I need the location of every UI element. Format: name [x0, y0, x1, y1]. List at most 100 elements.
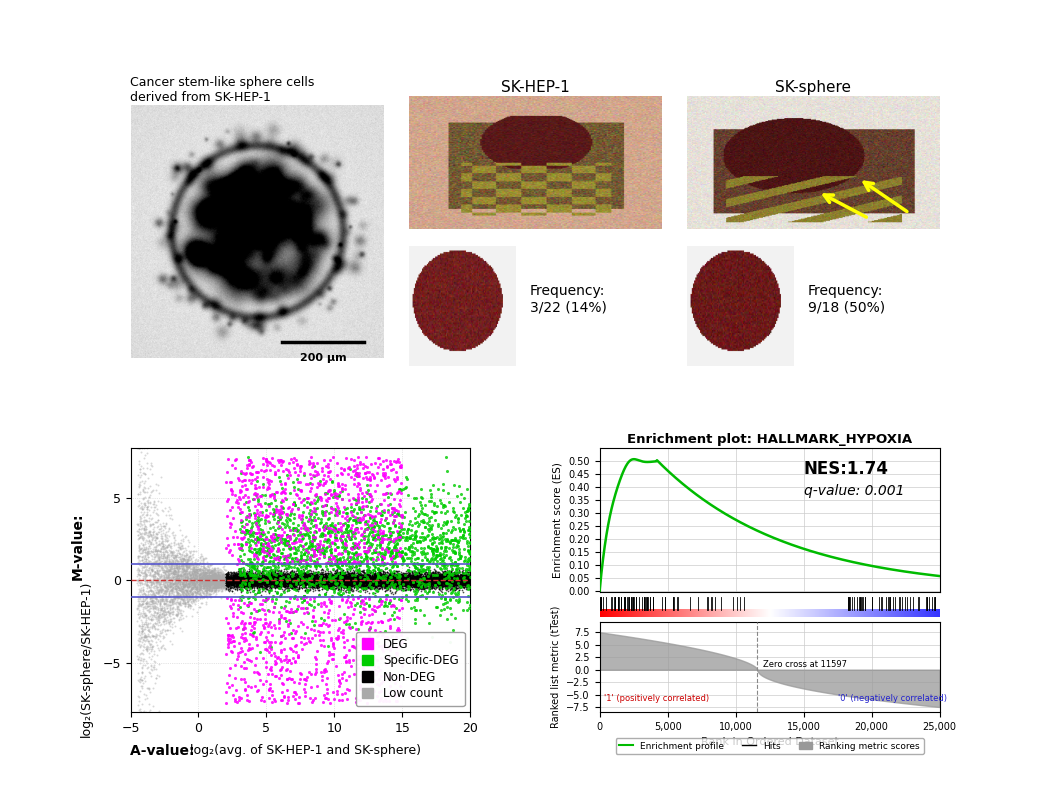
Point: [334, 566, 351, 578]
Point: [397, 574, 413, 586]
Point: [330, 569, 347, 582]
Point: [137, 609, 153, 622]
Point: [268, 506, 285, 518]
Point: [364, 579, 381, 592]
Point: [207, 573, 223, 586]
Point: [280, 572, 296, 585]
Point: [233, 554, 250, 566]
Point: [345, 640, 361, 653]
Point: [421, 570, 437, 583]
Point: [144, 594, 161, 607]
Point: [228, 577, 244, 590]
Point: [295, 522, 312, 534]
Point: [405, 574, 422, 586]
Point: [389, 572, 406, 585]
Point: [239, 570, 256, 582]
Point: [281, 574, 298, 587]
Point: [168, 570, 185, 582]
Point: [303, 508, 319, 521]
Point: [277, 578, 293, 590]
Point: [351, 570, 367, 583]
Point: [241, 582, 258, 594]
Point: [147, 574, 164, 587]
Point: [313, 666, 330, 678]
Point: [227, 577, 243, 590]
Point: [150, 509, 167, 522]
Point: [396, 572, 412, 585]
Point: [333, 573, 350, 586]
Point: [301, 584, 317, 597]
Point: [405, 568, 422, 581]
Point: [420, 564, 436, 577]
Point: [292, 591, 309, 604]
Point: [143, 579, 160, 592]
Point: [268, 578, 285, 590]
Point: [214, 573, 231, 586]
Point: [333, 528, 350, 541]
Point: [307, 465, 324, 478]
Point: [427, 573, 444, 586]
Point: [170, 566, 187, 579]
Point: [280, 558, 296, 571]
Point: [286, 575, 303, 588]
Point: [341, 531, 358, 544]
Point: [134, 594, 150, 607]
Point: [239, 575, 256, 588]
Point: [388, 577, 405, 590]
Point: [145, 654, 162, 667]
Point: [408, 579, 425, 592]
Point: [352, 570, 369, 582]
Point: [395, 576, 411, 589]
Point: [385, 600, 402, 613]
Point: [326, 570, 342, 582]
Point: [347, 571, 363, 584]
Point: [240, 579, 257, 592]
Point: [410, 570, 427, 583]
Point: [300, 570, 316, 582]
Point: [257, 576, 274, 589]
Point: [220, 636, 237, 649]
Point: [268, 568, 285, 581]
Point: [399, 571, 416, 584]
Point: [327, 534, 343, 546]
Point: [133, 543, 149, 556]
Point: [361, 578, 378, 590]
Point: [284, 573, 301, 586]
Point: [265, 568, 282, 581]
Point: [246, 572, 263, 585]
Point: [251, 584, 267, 597]
Point: [230, 621, 246, 634]
Point: [291, 666, 308, 679]
Point: [457, 572, 474, 585]
Point: [386, 586, 403, 599]
Point: [321, 576, 337, 589]
Point: [267, 578, 284, 590]
Point: [265, 579, 282, 592]
Point: [298, 569, 314, 582]
Point: [374, 576, 390, 589]
Point: [244, 571, 261, 584]
Point: [196, 571, 213, 584]
Point: [213, 571, 230, 584]
Point: [221, 570, 238, 582]
Point: [371, 522, 387, 534]
Point: [416, 572, 432, 585]
Point: [436, 565, 453, 578]
Point: [401, 574, 418, 586]
Point: [409, 573, 426, 586]
Point: [402, 583, 419, 596]
Point: [407, 578, 424, 590]
Point: [248, 571, 265, 584]
Point: [352, 571, 369, 584]
Point: [400, 576, 417, 589]
Point: [219, 566, 236, 578]
Point: [417, 570, 433, 582]
Point: [236, 574, 253, 587]
Point: [235, 568, 252, 581]
Point: [175, 593, 192, 606]
Point: [158, 586, 174, 599]
Point: [248, 520, 265, 533]
Point: [258, 573, 275, 586]
Point: [181, 566, 197, 578]
Point: [259, 574, 276, 586]
